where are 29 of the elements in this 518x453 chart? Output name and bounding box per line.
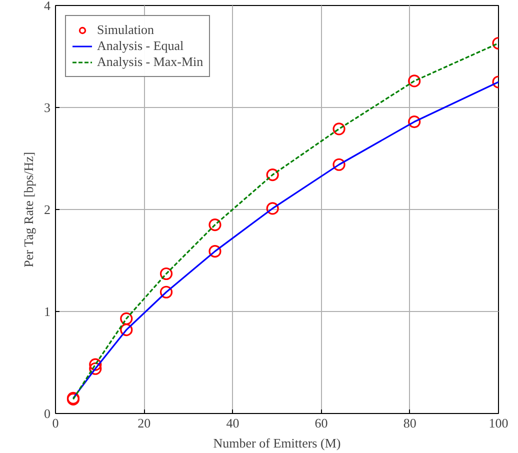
legend-label: Analysis - Equal [97,38,184,54]
x-tick-label: 60 [314,416,328,430]
point [208,218,222,232]
y-tick-label: 3 [44,100,50,115]
point [89,362,102,375]
y-tick-label: 0 [44,406,50,421]
x-axis-title: Number of Emitters (M) [213,436,341,450]
point [408,74,421,88]
point [266,168,279,182]
point [120,324,133,336]
point [208,245,222,258]
legend-label: Analysis - Max-Min [97,54,204,70]
point [408,115,421,128]
legend-label: Simulation [97,22,154,38]
x-tick-label: 20 [138,416,151,430]
y-tick-label: 4 [44,0,51,13]
point [160,267,173,280]
point [332,122,346,136]
y-tick-label: 2 [44,202,50,217]
point [89,358,102,371]
y-tick-label: 1 [44,304,50,319]
point [120,312,133,325]
point [160,286,173,298]
point [332,158,346,171]
point [266,202,279,215]
y-axis-title: Per Tag Rate [bps/Hz] [21,152,36,268]
x-tick-label: 80 [403,416,416,430]
x-tick-label: 40 [226,416,240,430]
x-tick-label: 100 [488,416,508,430]
